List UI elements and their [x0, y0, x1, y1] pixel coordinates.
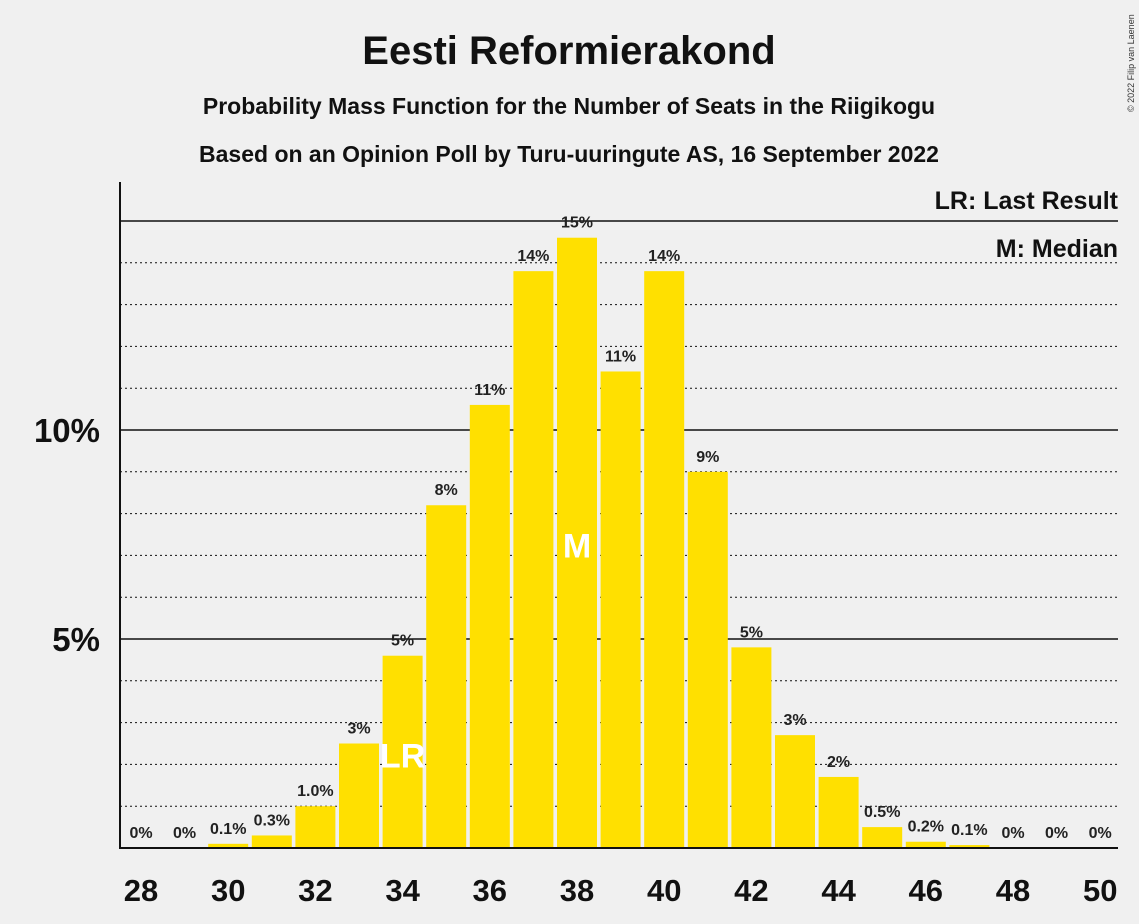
bar-seat-43 [775, 735, 815, 848]
median-marker: M [563, 528, 591, 566]
x-tick-label: 36 [473, 873, 507, 908]
bar-seat-44 [818, 776, 859, 848]
x-tick-label: 44 [821, 873, 856, 908]
data-label-seat-49: 0% [1045, 825, 1068, 842]
data-label-seat-43: 3% [783, 712, 806, 729]
data-label-seat-34: 5% [391, 633, 414, 650]
data-label-seat-39: 11% [605, 348, 636, 365]
data-label-seat-36: 11% [474, 382, 505, 399]
x-tick-label: 28 [124, 873, 158, 908]
bar-seat-38 [557, 237, 597, 849]
data-label-seat-29: 0% [173, 825, 196, 842]
bar-seat-36 [469, 404, 510, 848]
bar-seat-32 [295, 806, 336, 848]
x-tick-label: 34 [385, 873, 420, 908]
last-result-marker: LR [380, 738, 425, 776]
data-label-seat-46: 0.2% [908, 819, 944, 836]
data-label-seat-40: 14% [648, 248, 680, 265]
x-tick-label: 32 [298, 873, 332, 908]
data-label-seat-41: 9% [696, 449, 719, 466]
data-label-seat-37: 14% [517, 248, 549, 265]
bar-seat-39 [600, 371, 641, 848]
bars [208, 237, 990, 849]
data-label-seat-33: 3% [347, 721, 370, 738]
bar-seat-45 [862, 827, 903, 848]
legend-last-result: LR: Last Result [935, 187, 1119, 215]
x-tick-label: 50 [1083, 873, 1117, 908]
data-label-seat-32: 1.0% [297, 783, 333, 800]
y-tick-label: 5% [52, 621, 100, 658]
bar-seat-47 [949, 845, 990, 848]
bar-seat-40 [644, 271, 685, 848]
data-label-seat-47: 0.1% [951, 822, 987, 839]
data-label-seat-31: 0.3% [254, 812, 290, 829]
x-tick-label: 30 [211, 873, 245, 908]
bar-seat-41 [687, 471, 728, 848]
x-tick-label: 48 [996, 873, 1030, 908]
data-label-seat-48: 0% [1001, 825, 1024, 842]
y-tick-label: 10% [34, 412, 100, 449]
bar-seat-35 [426, 505, 467, 848]
bar-seat-30 [208, 843, 249, 848]
bar-seat-46 [905, 841, 946, 848]
chart-subtitle: Probability Mass Function for the Number… [203, 93, 935, 119]
chart-title: Eesti Reformierakond [362, 29, 775, 73]
x-tick-label: 38 [560, 873, 594, 908]
chart-source: Based on an Opinion Poll by Turu-uuringu… [199, 141, 939, 167]
grid-lines [120, 220, 1118, 807]
x-tick-label: 46 [909, 873, 943, 908]
data-label-seat-44: 2% [827, 754, 850, 771]
bar-seat-31 [251, 835, 292, 848]
data-label-seat-35: 8% [435, 482, 458, 499]
bar-seat-37 [513, 271, 554, 848]
copyright: © 2022 Filip van Laenen [1126, 14, 1136, 112]
bar-seat-33 [339, 743, 379, 848]
data-label-seat-50: 0% [1089, 825, 1112, 842]
x-tick-label: 40 [647, 873, 681, 908]
legend-median: M: Median [996, 235, 1118, 263]
data-label-seat-45: 0.5% [864, 804, 900, 821]
x-tick-label: 42 [734, 873, 768, 908]
data-labels: 0% 0% 0.1% 0.3% 1.0% 3% 5% 8% 11% 14% 15% 11% 14% 9% 5… [129, 215, 1111, 842]
data-label-seat-28: 0% [129, 825, 152, 842]
data-label-seat-42: 5% [740, 624, 763, 641]
data-label-seat-30: 0.1% [210, 821, 246, 838]
data-label-seat-38: 15% [561, 215, 593, 232]
bar-seat-34 [382, 655, 423, 848]
bar-seat-42 [731, 647, 772, 848]
axes: 5% 10% 28 30 32 34 36 38 40 42 44 46 48 50 [34, 182, 1118, 908]
